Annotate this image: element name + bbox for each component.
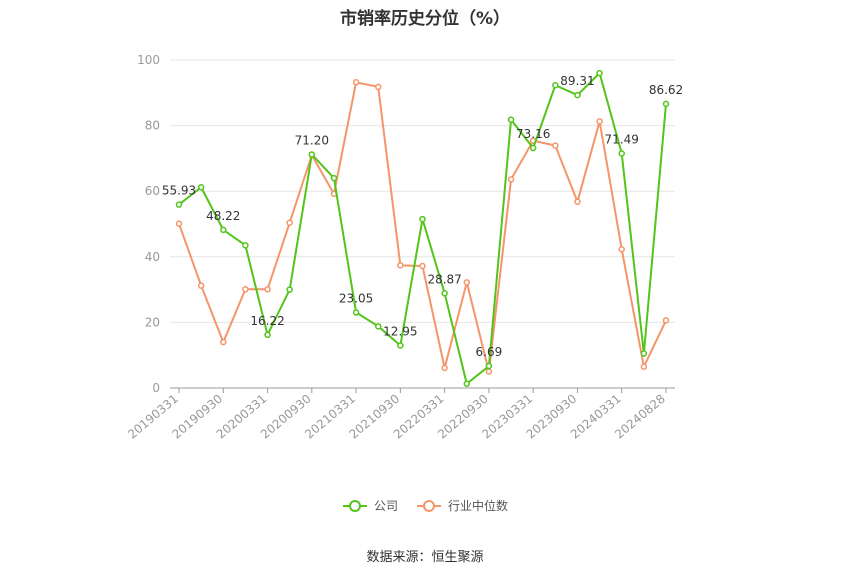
legend-industry-marker-icon <box>417 499 441 512</box>
data-point <box>242 242 249 249</box>
data-point <box>352 79 360 86</box>
data-point <box>374 83 382 91</box>
legend-item-industry-median[interactable]: 行业中位数 <box>416 497 508 514</box>
data-label: 6.69 <box>476 345 503 359</box>
data-point <box>374 323 382 330</box>
data-point <box>242 286 249 293</box>
data-point <box>419 215 426 223</box>
series <box>175 69 670 387</box>
data-point <box>286 219 293 226</box>
data-label: 23.05 <box>339 291 373 305</box>
legend-item-company[interactable]: 公司 <box>342 497 398 514</box>
data-point <box>220 338 227 346</box>
data-point <box>640 350 648 357</box>
data-point <box>507 176 515 183</box>
data-label: 16.22 <box>250 314 284 328</box>
data-labels: 55.93 48.22 16.22 71.20 23.05 12.95 28.87 6.69 7… <box>162 74 683 359</box>
data-point <box>485 368 493 375</box>
data-point <box>640 363 648 370</box>
data-point <box>286 286 293 293</box>
data-point <box>552 142 559 149</box>
data-point <box>220 226 227 234</box>
data-label: 71.49 <box>605 133 639 147</box>
data-point <box>419 262 426 270</box>
source-note: 数据来源：恒生聚源 <box>366 550 484 565</box>
data-point <box>175 220 183 227</box>
data-point <box>529 144 537 152</box>
data-point <box>197 282 205 289</box>
data-point <box>308 151 316 158</box>
y-tick-label: 0 <box>152 381 160 395</box>
data-label: 28.87 <box>427 272 461 286</box>
legend-label-company: 公司 <box>373 499 398 513</box>
data-point <box>485 362 493 370</box>
data-point <box>264 286 271 293</box>
data-point <box>441 290 448 297</box>
data-label: 89.31 <box>560 74 594 88</box>
data-point <box>574 198 581 205</box>
data-point <box>463 380 471 387</box>
chart-title: 市销率历史分位（%） <box>339 9 511 29</box>
legend: 公司 行业中位数 <box>0 497 850 514</box>
y-tick-label: 80 <box>145 119 160 133</box>
data-label: 86.62 <box>649 83 683 97</box>
data-point <box>463 279 471 286</box>
data-point <box>552 82 559 89</box>
legend-label-industry-median: 行业中位数 <box>448 499 509 513</box>
y-tick-label: 20 <box>145 315 160 329</box>
data-point <box>264 331 271 339</box>
data-point <box>596 69 603 77</box>
data-label: 48.22 <box>206 209 240 223</box>
data-point <box>352 309 360 316</box>
data-label: 55.93 <box>162 184 196 198</box>
data-point <box>662 317 670 324</box>
y-tick-label: 60 <box>145 184 160 198</box>
data-point <box>441 364 448 372</box>
series-line-0 <box>178 72 667 385</box>
data-point <box>397 342 404 349</box>
axes: 0204060801002019033120190930202003312020… <box>125 53 675 442</box>
data-point <box>197 184 205 191</box>
legend-company-marker-icon <box>342 499 367 512</box>
data-point <box>618 150 625 157</box>
y-tick-label: 40 <box>145 250 160 264</box>
data-label: 12.95 <box>383 325 417 339</box>
data-point <box>596 118 603 125</box>
data-point <box>330 174 338 182</box>
grid-lines <box>170 59 675 323</box>
y-tick-label: 100 <box>137 53 160 67</box>
data-point <box>618 246 625 253</box>
data-point <box>574 91 581 99</box>
data-point <box>507 116 515 123</box>
data-label: 71.20 <box>295 133 329 147</box>
data-point <box>662 100 670 108</box>
data-label: 73.16 <box>516 127 550 141</box>
data-point <box>175 201 183 208</box>
data-point <box>397 262 404 269</box>
